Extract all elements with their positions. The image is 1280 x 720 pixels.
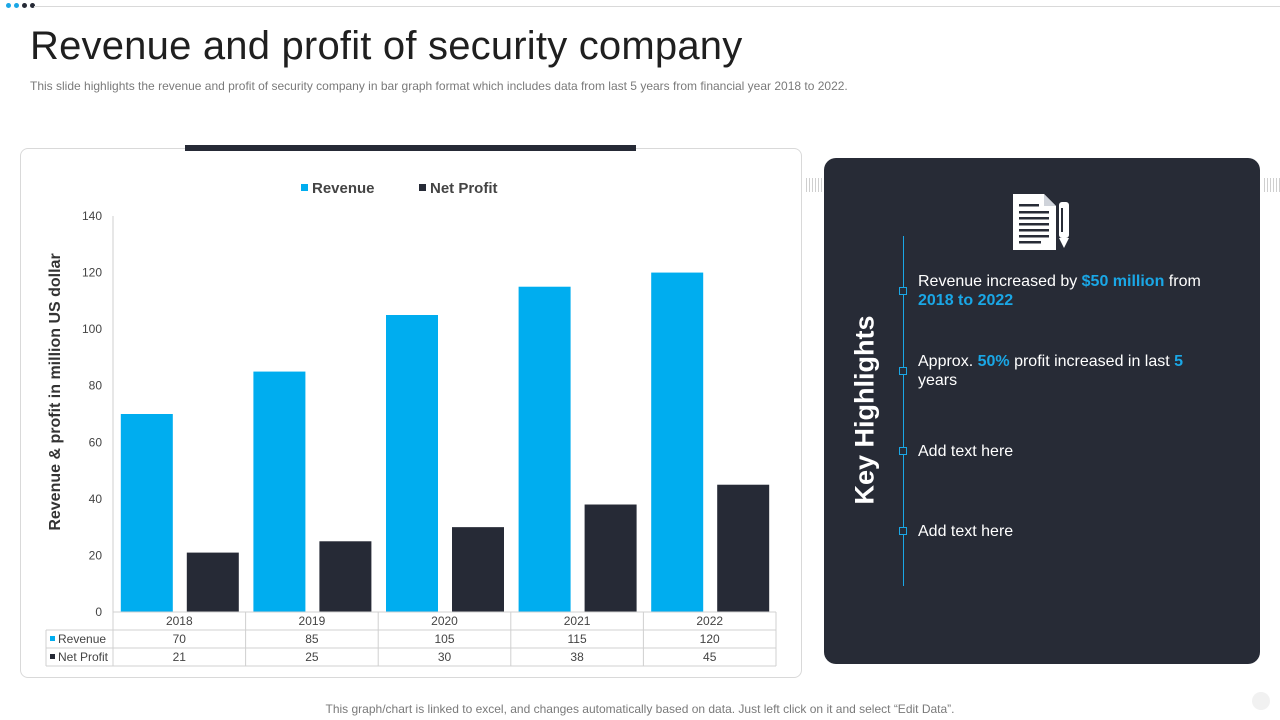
- table-legend-key: [50, 654, 55, 659]
- highlight-text: profit increased in last: [1009, 353, 1175, 370]
- timeline-marker-icon: [899, 447, 907, 455]
- y-tick-label: 140: [82, 209, 102, 223]
- chart-accent-bar: [185, 145, 636, 151]
- y-axis-label: Revenue & profit in million US dollar: [47, 253, 64, 530]
- revenue-bar: [651, 272, 704, 612]
- y-tick-label: 20: [89, 548, 103, 562]
- y-tick-label: 100: [82, 322, 102, 336]
- document-pen-icon: [1013, 194, 1069, 250]
- revenue-bar: [386, 315, 438, 612]
- net-profit-bar: [186, 552, 239, 612]
- highlight-text: Revenue increased by: [918, 273, 1082, 290]
- highlight-emphasis: 2018 to 2022: [918, 292, 1014, 309]
- highlight-text: from: [1164, 273, 1201, 290]
- data-label: 105: [434, 632, 454, 646]
- highlight-emphasis: 50%: [977, 353, 1010, 370]
- dot-icon: [22, 3, 27, 8]
- highlight-text: Approx.: [918, 353, 978, 370]
- dot-icon: [30, 3, 35, 8]
- legend-swatch: [301, 184, 308, 191]
- data-label: 21: [173, 650, 187, 664]
- x-tick-label: 2021: [564, 614, 591, 628]
- highlight-text: Add text here: [918, 443, 1014, 460]
- data-label: 70: [173, 632, 187, 646]
- highlight-emphasis: $50 million: [1081, 273, 1165, 290]
- timeline-marker-icon: [899, 527, 907, 535]
- highlight-text: Add text here: [918, 523, 1014, 540]
- net-profit-bar: [717, 484, 770, 612]
- net-profit-bar: [584, 504, 637, 612]
- revenue-bar: [120, 414, 173, 612]
- x-tick-label: 2019: [299, 614, 326, 628]
- highlight-text: years: [918, 372, 958, 389]
- dot-icon: [14, 3, 19, 8]
- data-label: 115: [568, 632, 587, 646]
- highlights-timeline: [903, 236, 904, 586]
- data-label: 85: [305, 632, 319, 646]
- legend-label: Revenue: [312, 180, 375, 197]
- dot-icon: [6, 3, 11, 8]
- corner-circle-icon: [1252, 692, 1270, 710]
- revenue-bar: [253, 371, 306, 612]
- highlight-item: Add text here: [918, 522, 1208, 541]
- data-label: 45: [703, 650, 717, 664]
- timeline-marker-icon: [899, 367, 907, 375]
- revenue-bar: [518, 286, 571, 612]
- key-highlights-title: Key Highlights: [849, 315, 880, 505]
- y-tick-label: 60: [89, 435, 103, 449]
- table-series-label: Revenue: [58, 632, 106, 646]
- top-divider: [34, 6, 1280, 7]
- legend-label: Net Profit: [430, 180, 498, 197]
- y-tick-label: 0: [95, 605, 102, 619]
- data-label: 120: [700, 632, 720, 646]
- slide-subtitle: This slide highlights the revenue and pr…: [30, 79, 848, 93]
- slide-dots: [6, 3, 35, 8]
- panel-right-ticks: [1264, 178, 1280, 192]
- panel-left-ticks: [806, 178, 822, 192]
- highlight-emphasis: 5: [1174, 353, 1184, 370]
- data-label: 38: [570, 650, 584, 664]
- y-tick-label: 80: [89, 379, 103, 393]
- y-tick-label: 40: [89, 492, 103, 506]
- x-tick-label: 2018: [166, 614, 193, 628]
- timeline-marker-icon: [899, 287, 907, 295]
- chart-footnote: This graph/chart is linked to excel, and…: [325, 702, 955, 716]
- highlight-item: Revenue increased by $50 million from 20…: [918, 272, 1208, 310]
- highlight-item: Approx. 50% profit increased in last 5 y…: [918, 352, 1208, 390]
- slide-title: Revenue and profit of security company: [30, 24, 743, 68]
- y-tick-label: 120: [82, 266, 102, 280]
- table-legend-key: [50, 636, 55, 641]
- data-label: 30: [438, 650, 452, 664]
- net-profit-bar: [319, 541, 372, 612]
- table-series-label: Net Profit: [58, 650, 109, 664]
- x-tick-label: 2020: [431, 614, 458, 628]
- data-label: 25: [305, 650, 319, 664]
- highlight-item: Add text here: [918, 442, 1208, 461]
- net-profit-bar: [452, 527, 504, 612]
- x-tick-label: 2022: [696, 614, 723, 628]
- legend-swatch: [419, 184, 426, 191]
